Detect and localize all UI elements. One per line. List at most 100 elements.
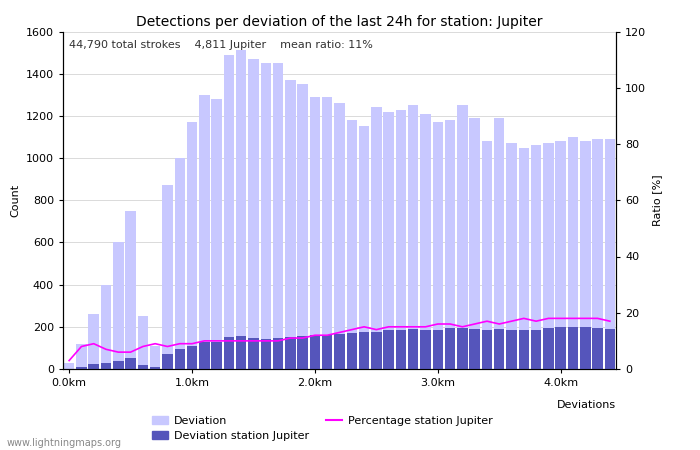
Percentage station Jupiter bbox=[384, 324, 393, 329]
Text: www.lightningmaps.org: www.lightningmaps.org bbox=[7, 438, 122, 448]
Bar bbox=[162, 185, 173, 369]
Percentage station Jupiter bbox=[323, 333, 331, 338]
Bar bbox=[76, 367, 87, 369]
Percentage station Jupiter bbox=[188, 341, 196, 346]
Bar bbox=[420, 330, 430, 369]
Percentage station Jupiter bbox=[446, 321, 454, 327]
Text: Deviations: Deviations bbox=[557, 400, 616, 410]
Bar bbox=[395, 109, 406, 369]
Bar bbox=[371, 332, 382, 369]
Percentage station Jupiter bbox=[594, 316, 602, 321]
Bar bbox=[211, 99, 222, 369]
Percentage station Jupiter bbox=[311, 333, 319, 338]
Percentage station Jupiter bbox=[606, 319, 614, 324]
Percentage station Jupiter bbox=[274, 338, 282, 344]
Bar bbox=[482, 141, 492, 369]
Percentage station Jupiter bbox=[372, 327, 381, 332]
Percentage station Jupiter bbox=[532, 319, 540, 324]
Title: Detections per deviation of the last 24h for station: Jupiter: Detections per deviation of the last 24h… bbox=[136, 15, 542, 29]
Bar bbox=[187, 122, 197, 369]
Percentage station Jupiter bbox=[360, 324, 368, 329]
Legend: Deviation, Deviation station Jupiter, Percentage station Jupiter: Deviation, Deviation station Jupiter, Pe… bbox=[148, 412, 496, 445]
Percentage station Jupiter bbox=[200, 338, 209, 344]
Y-axis label: Count: Count bbox=[10, 184, 20, 217]
Bar bbox=[556, 327, 566, 369]
Percentage station Jupiter bbox=[237, 338, 246, 344]
Percentage station Jupiter bbox=[397, 324, 405, 329]
Bar bbox=[384, 112, 394, 369]
Bar bbox=[174, 158, 185, 369]
Bar bbox=[113, 360, 123, 369]
Bar bbox=[211, 342, 222, 369]
Bar bbox=[125, 211, 136, 369]
Bar bbox=[408, 105, 419, 369]
Bar bbox=[335, 103, 344, 369]
Bar bbox=[506, 330, 517, 369]
Bar bbox=[236, 336, 246, 369]
Bar bbox=[482, 330, 492, 369]
Bar bbox=[199, 95, 209, 369]
Percentage station Jupiter bbox=[433, 321, 442, 327]
Percentage station Jupiter bbox=[470, 321, 479, 327]
Percentage station Jupiter bbox=[348, 327, 356, 332]
Bar bbox=[162, 354, 173, 369]
Percentage station Jupiter bbox=[569, 316, 577, 321]
Bar bbox=[335, 334, 344, 369]
Percentage station Jupiter bbox=[508, 319, 516, 324]
Bar bbox=[433, 122, 443, 369]
Bar bbox=[420, 114, 430, 369]
Percentage station Jupiter bbox=[335, 330, 344, 335]
Y-axis label: Ratio [%]: Ratio [%] bbox=[652, 175, 662, 226]
Bar bbox=[457, 105, 468, 369]
Bar bbox=[260, 339, 271, 369]
Percentage station Jupiter bbox=[176, 341, 184, 346]
Bar bbox=[88, 364, 99, 369]
Bar bbox=[433, 330, 443, 369]
Bar bbox=[273, 338, 284, 369]
Bar bbox=[470, 118, 480, 369]
Percentage station Jupiter bbox=[409, 324, 417, 329]
Bar bbox=[322, 335, 332, 369]
Bar bbox=[150, 367, 160, 369]
Bar bbox=[519, 148, 529, 369]
Percentage station Jupiter bbox=[212, 338, 220, 344]
Bar bbox=[248, 59, 259, 369]
Bar bbox=[260, 63, 271, 369]
Bar bbox=[531, 145, 541, 369]
Percentage station Jupiter bbox=[114, 349, 122, 355]
Bar bbox=[138, 316, 148, 369]
Percentage station Jupiter bbox=[544, 316, 552, 321]
Bar bbox=[556, 141, 566, 369]
Bar bbox=[605, 139, 615, 369]
Bar bbox=[592, 328, 603, 369]
Bar bbox=[174, 349, 185, 369]
Bar bbox=[346, 333, 357, 369]
Bar bbox=[408, 329, 419, 369]
Bar bbox=[359, 126, 370, 369]
Bar bbox=[224, 338, 234, 369]
Percentage station Jupiter bbox=[225, 338, 233, 344]
Bar bbox=[125, 359, 136, 369]
Percentage station Jupiter bbox=[519, 316, 528, 321]
Bar bbox=[199, 342, 209, 369]
Percentage station Jupiter bbox=[77, 344, 85, 349]
Bar bbox=[519, 330, 529, 369]
Bar bbox=[470, 329, 480, 369]
Bar bbox=[445, 120, 455, 369]
Bar bbox=[359, 332, 370, 369]
Bar bbox=[494, 329, 505, 369]
Percentage station Jupiter bbox=[127, 349, 135, 355]
Percentage station Jupiter bbox=[139, 344, 147, 349]
Bar bbox=[605, 329, 615, 369]
Bar bbox=[309, 97, 320, 369]
Bar bbox=[580, 141, 591, 369]
Bar bbox=[64, 363, 74, 369]
Bar bbox=[138, 365, 148, 369]
Percentage station Jupiter bbox=[102, 346, 110, 352]
Bar bbox=[285, 338, 295, 369]
Bar bbox=[285, 80, 295, 369]
Bar bbox=[531, 330, 541, 369]
Bar bbox=[371, 108, 382, 369]
Percentage station Jupiter bbox=[163, 344, 172, 349]
Bar bbox=[236, 50, 246, 369]
